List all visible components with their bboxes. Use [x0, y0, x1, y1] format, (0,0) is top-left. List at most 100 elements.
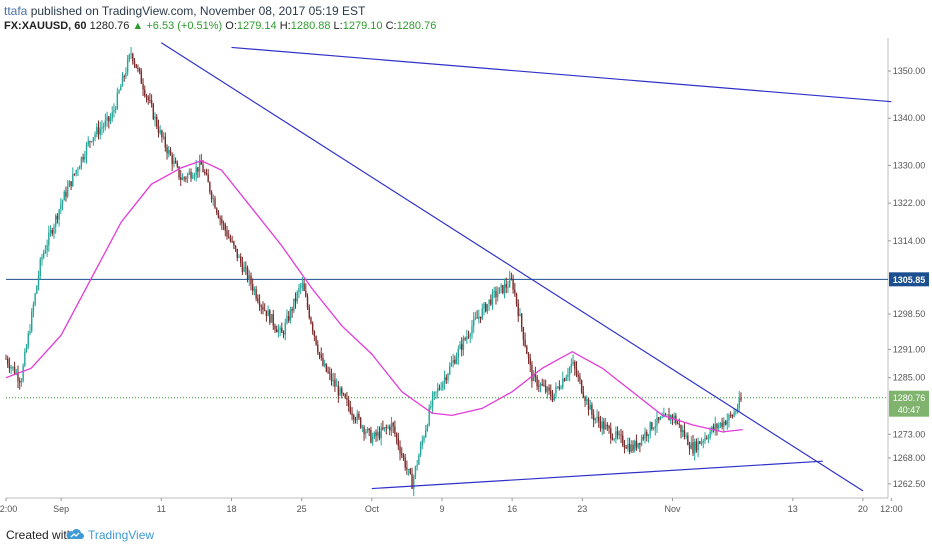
candle-body — [371, 437, 374, 443]
candle-body — [19, 380, 21, 383]
candle-body — [207, 174, 209, 183]
high-label: H: — [279, 20, 291, 32]
tradingview-cloud-icon[interactable] — [66, 527, 84, 541]
candle-body — [690, 442, 692, 449]
candle-body — [459, 344, 461, 350]
candle-body — [455, 357, 458, 364]
candle-body — [416, 464, 418, 467]
created-with-label: Created with — [6, 528, 74, 542]
candle-body — [524, 339, 526, 347]
candle-body — [298, 288, 300, 292]
candle-body — [161, 130, 163, 138]
candle-body — [89, 141, 91, 142]
candle-body — [562, 378, 564, 388]
candle-body — [349, 406, 352, 414]
candle-body — [335, 385, 338, 387]
candle-body — [481, 308, 483, 319]
candle-body — [330, 373, 333, 382]
candle-body — [433, 392, 435, 395]
author-name[interactable]: ttafa — [4, 4, 28, 18]
candle-body — [99, 128, 101, 135]
candle-body — [339, 388, 341, 396]
candle-body — [654, 426, 656, 429]
candle-body — [145, 95, 148, 97]
candle-body — [558, 386, 561, 389]
candle-body — [368, 428, 370, 430]
candle-body — [421, 440, 424, 446]
candle-body — [587, 399, 590, 410]
price-tick-label: 1340.00 — [893, 113, 926, 123]
price-tick-label: 1330.00 — [893, 160, 926, 170]
candle-body — [138, 68, 141, 72]
candle-body — [539, 384, 542, 387]
candle-body — [308, 307, 310, 318]
candle-body — [568, 367, 571, 375]
candle-body — [484, 303, 487, 312]
candle-body — [17, 372, 19, 381]
candle-body — [435, 391, 437, 393]
candle-body — [70, 181, 72, 186]
candle-body — [291, 309, 293, 311]
candle-body — [402, 455, 405, 458]
candle-body — [238, 256, 240, 258]
time-tick-label: 11 — [157, 504, 166, 514]
candle-body — [224, 224, 226, 231]
candle-body — [606, 424, 609, 427]
candle-body — [370, 429, 372, 443]
time-tick-label: 16 — [507, 504, 517, 514]
candle-body — [147, 96, 149, 101]
price-tick-label: 1285.00 — [893, 373, 926, 383]
candle-body — [577, 374, 579, 377]
candle-body — [697, 441, 699, 451]
candle-body — [599, 421, 602, 429]
candle-body — [551, 396, 554, 401]
candle-body — [387, 426, 389, 428]
tradingview-brand-link[interactable]: TradingView — [88, 528, 155, 542]
candle-body — [94, 134, 96, 138]
candle-body — [646, 432, 648, 437]
candle-body — [407, 469, 410, 470]
candle-body — [246, 267, 249, 280]
candle-body — [197, 167, 199, 172]
open-value: 1279.14 — [236, 20, 277, 32]
last-price-badge — [889, 390, 929, 417]
candle-body — [425, 429, 427, 438]
candle-body — [359, 417, 362, 428]
candle-body — [510, 278, 513, 280]
candle-body — [72, 173, 74, 186]
candle-body — [738, 398, 740, 408]
candle-body — [635, 441, 638, 448]
price-chart[interactable]: 1350.00 1340.00 1330.00 1322.00 1314.00 1305.… — [0, 0, 932, 520]
candle-body — [135, 64, 137, 68]
candle-body — [226, 230, 228, 237]
candle-body — [717, 425, 720, 429]
price-tick-label: 1322.00 — [893, 198, 926, 208]
candle-body — [228, 236, 230, 238]
candle-body — [409, 469, 412, 474]
candle-body — [514, 289, 516, 294]
candle-body — [48, 232, 50, 246]
candle-body — [474, 317, 477, 319]
candle-body — [486, 304, 489, 312]
candle-body — [281, 327, 283, 333]
time-tick-label: 18 — [227, 504, 237, 514]
footer: Created with TradingView — [0, 520, 932, 550]
candle-body — [495, 291, 497, 298]
candle-body — [390, 422, 393, 431]
candle-body — [652, 428, 655, 430]
candle-body — [243, 267, 245, 272]
candle-body — [611, 438, 614, 440]
candle-body — [90, 141, 93, 143]
candle-body — [640, 437, 643, 445]
candle-body — [84, 156, 86, 160]
candle-body — [673, 415, 675, 419]
candle-body — [104, 120, 107, 127]
candle-body — [78, 166, 81, 170]
candle-body — [217, 212, 220, 218]
candle-body — [735, 411, 737, 413]
candle-body — [399, 446, 401, 454]
candle-body — [666, 414, 668, 416]
candle-body — [644, 432, 646, 439]
candle-body — [714, 424, 716, 430]
candle-body — [251, 284, 254, 291]
